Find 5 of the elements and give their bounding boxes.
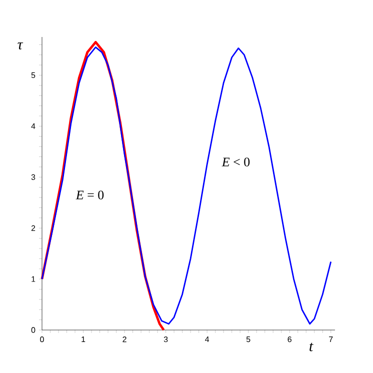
y-axis-title: τ [18,42,24,50]
annotation: E = 0 [76,190,104,200]
line-series [41,46,332,325]
annotation: E < 0 [222,158,250,166]
x-axis-title: t [310,342,314,352]
